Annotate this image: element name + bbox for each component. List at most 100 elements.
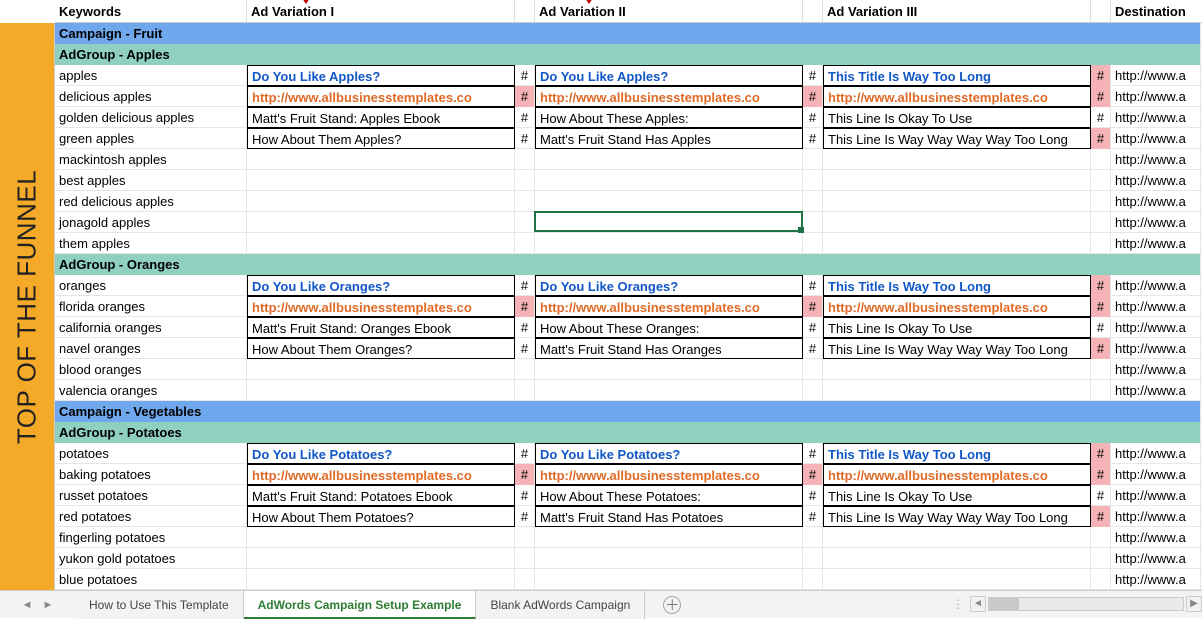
cell[interactable]: #	[515, 296, 535, 317]
cell[interactable]: russet potatoes	[55, 485, 247, 506]
cell[interactable]: #	[803, 485, 823, 506]
cell[interactable]: AdGroup - Oranges	[55, 254, 1201, 275]
cell[interactable]	[247, 380, 515, 401]
cell[interactable]: #	[515, 506, 535, 527]
cell[interactable]: http://www.a	[1111, 548, 1201, 569]
cell[interactable]: This Line Is Okay To Use	[823, 107, 1091, 128]
sheet-tab[interactable]: Blank AdWords Campaign	[476, 591, 645, 619]
scroll-right-button[interactable]: ▶	[1186, 596, 1202, 612]
cell[interactable]	[535, 170, 803, 191]
cell[interactable]	[1091, 380, 1111, 401]
cell[interactable]: #	[515, 317, 535, 338]
cell[interactable]	[515, 149, 535, 170]
cell[interactable]: #	[1091, 65, 1111, 86]
scroll-thumb[interactable]	[989, 598, 1019, 610]
cell[interactable]: Matt's Fruit Stand Has Oranges	[535, 338, 803, 359]
cell[interactable]	[1091, 170, 1111, 191]
cell[interactable]: How About These Potatoes:	[535, 485, 803, 506]
cell[interactable]	[1091, 569, 1111, 590]
cell[interactable]: http://www.a	[1111, 338, 1201, 359]
cell[interactable]	[247, 212, 515, 233]
cell[interactable]: #	[1091, 107, 1111, 128]
cell[interactable]: baking potatoes	[55, 464, 247, 485]
cell[interactable]: http://www.allbusinesstemplates.co	[823, 464, 1091, 485]
cell[interactable]	[247, 170, 515, 191]
cell[interactable]: http://www.a	[1111, 275, 1201, 296]
cell[interactable]: http://www.a	[1111, 170, 1201, 191]
cell[interactable]: http://www.a	[1111, 380, 1201, 401]
cell[interactable]: http://www.a	[1111, 506, 1201, 527]
col-header-keywords[interactable]: Keywords	[55, 0, 247, 23]
cell[interactable]: golden delicious apples	[55, 107, 247, 128]
cell[interactable]	[1091, 212, 1111, 233]
cell[interactable]	[823, 359, 1091, 380]
cell[interactable]	[535, 380, 803, 401]
col-header-hash3[interactable]	[1091, 0, 1111, 23]
cell[interactable]: http://www.a	[1111, 485, 1201, 506]
cell[interactable]: #	[515, 86, 535, 107]
cell[interactable]: #	[515, 107, 535, 128]
cell[interactable]: #	[1091, 128, 1111, 149]
cell[interactable]	[1091, 149, 1111, 170]
cell[interactable]: How About Them Potatoes?	[247, 506, 515, 527]
cell[interactable]	[803, 380, 823, 401]
cell[interactable]	[1091, 548, 1111, 569]
cell[interactable]: Do You Like Oranges?	[535, 275, 803, 296]
cell[interactable]	[823, 527, 1091, 548]
cell[interactable]: http://www.allbusinesstemplates.co	[247, 296, 515, 317]
cell[interactable]	[823, 233, 1091, 254]
scroll-split-icon[interactable]: ⋮	[952, 597, 964, 611]
cell[interactable]	[1091, 359, 1111, 380]
cell[interactable]: green apples	[55, 128, 247, 149]
cell[interactable]: http://www.allbusinesstemplates.co	[535, 296, 803, 317]
cell[interactable]: #	[803, 506, 823, 527]
cell[interactable]: http://www.allbusinesstemplates.co	[823, 86, 1091, 107]
sheet-tab[interactable]: AdWords Campaign Setup Example	[244, 591, 477, 619]
cell[interactable]: delicious apples	[55, 86, 247, 107]
cell[interactable]: http://www.a	[1111, 296, 1201, 317]
cell[interactable]: #	[803, 464, 823, 485]
cell[interactable]: This Line Is Way Way Way Way Too Long	[823, 128, 1091, 149]
cell[interactable]: http://www.allbusinesstemplates.co	[823, 296, 1091, 317]
cell[interactable]: http://www.a	[1111, 443, 1201, 464]
cell[interactable]: #	[803, 317, 823, 338]
cell[interactable]	[535, 233, 803, 254]
cell[interactable]: http://www.a	[1111, 233, 1201, 254]
cell[interactable]	[803, 359, 823, 380]
cell[interactable]: #	[1091, 443, 1111, 464]
cell[interactable]: http://www.a	[1111, 527, 1201, 548]
cell[interactable]	[803, 233, 823, 254]
cell[interactable]	[535, 191, 803, 212]
cell[interactable]	[247, 548, 515, 569]
cell[interactable]: Matt's Fruit Stand: Potatoes Ebook	[247, 485, 515, 506]
cell[interactable]: #	[803, 275, 823, 296]
cell[interactable]: AdGroup - Potatoes	[55, 422, 1201, 443]
cell[interactable]: Matt's Fruit Stand Has Potatoes	[535, 506, 803, 527]
scroll-left-button[interactable]: ◄	[970, 596, 986, 612]
cell[interactable]: #	[1091, 296, 1111, 317]
scroll-track[interactable]	[988, 597, 1184, 611]
tab-nav-arrows[interactable]: ◄ ►	[0, 599, 75, 611]
cell[interactable]: #	[515, 65, 535, 86]
cell[interactable]: valencia oranges	[55, 380, 247, 401]
cell[interactable]: apples	[55, 65, 247, 86]
cell[interactable]: Campaign - Vegetables	[55, 401, 1201, 422]
cell[interactable]	[515, 233, 535, 254]
cell[interactable]	[803, 191, 823, 212]
cell[interactable]: #	[515, 485, 535, 506]
cell[interactable]	[515, 359, 535, 380]
cell[interactable]: #	[803, 65, 823, 86]
cell[interactable]: How About These Apples:	[535, 107, 803, 128]
cell[interactable]	[515, 548, 535, 569]
cell[interactable]: How About These Oranges:	[535, 317, 803, 338]
cell[interactable]	[823, 191, 1091, 212]
cell[interactable]: AdGroup - Apples	[55, 44, 1201, 65]
tab-next-icon[interactable]: ►	[43, 599, 54, 611]
cell[interactable]: california oranges	[55, 317, 247, 338]
cell[interactable]: http://www.a	[1111, 359, 1201, 380]
cell[interactable]	[823, 548, 1091, 569]
cell[interactable]: http://www.a	[1111, 107, 1201, 128]
col-header-v2[interactable]: Ad Variation II	[535, 0, 803, 23]
cell[interactable]: This Line Is Okay To Use	[823, 485, 1091, 506]
cell[interactable]: http://www.a	[1111, 191, 1201, 212]
